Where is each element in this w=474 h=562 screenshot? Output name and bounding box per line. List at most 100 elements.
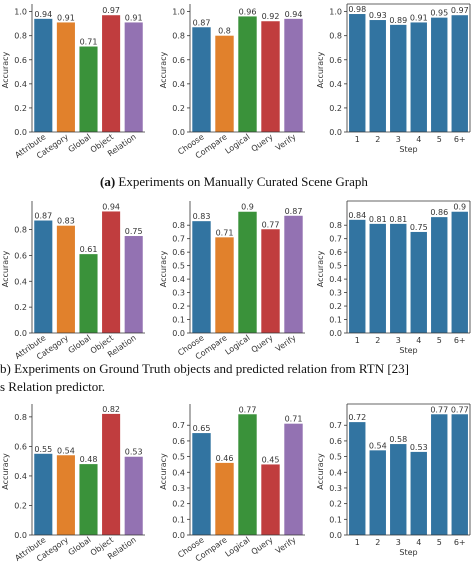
- bar: [215, 237, 234, 333]
- value-label: 0.54: [57, 446, 75, 455]
- value-label: 0.97: [451, 6, 469, 15]
- y-tick-label: 0.3: [172, 289, 185, 298]
- value-label: 0.77: [430, 405, 448, 414]
- y-tick-label: 0.7: [329, 235, 342, 244]
- y-axis-label: Accuracy: [159, 453, 168, 490]
- value-label: 0.84: [348, 211, 366, 220]
- value-label: 0.94: [285, 10, 303, 19]
- bar: [238, 16, 257, 132]
- bar: [215, 35, 234, 133]
- bar: [238, 211, 257, 333]
- value-label: 0.53: [125, 448, 143, 457]
- x-tick-label: 5: [437, 135, 442, 144]
- y-tick-label: 0.2: [14, 501, 27, 510]
- y-tick-label: 0.7: [172, 235, 185, 244]
- bar: [349, 219, 366, 333]
- bar: [102, 211, 121, 333]
- value-label: 0.9: [453, 203, 466, 212]
- value-label: 0.45: [262, 455, 280, 464]
- y-tick-label: 0.1: [329, 316, 342, 325]
- y-tick-label: 0.4: [14, 472, 27, 481]
- value-label: 0.77: [262, 220, 280, 229]
- x-tick-label: 4: [416, 336, 421, 345]
- value-label: 0.75: [125, 227, 143, 236]
- x-tick-label: 1: [355, 538, 360, 547]
- bar: [349, 14, 366, 133]
- x-tick-label: 5: [437, 538, 442, 547]
- value-label: 0.97: [102, 6, 120, 15]
- y-tick-label: 0.8: [329, 32, 342, 41]
- bar: [192, 221, 211, 333]
- y-tick-label: 0.3: [329, 289, 342, 298]
- bar: [261, 229, 280, 333]
- y-tick-label: 0.1: [172, 316, 185, 325]
- caption: s Relation predictor.: [0, 379, 105, 394]
- bar: [431, 17, 448, 133]
- bar: [369, 223, 386, 333]
- y-tick-label: 0.8: [172, 221, 185, 230]
- y-tick-label: 0.4: [172, 275, 185, 284]
- y-axis-label: Accuracy: [1, 51, 10, 88]
- value-label: 0.94: [102, 202, 120, 211]
- y-tick-label: 0.6: [14, 251, 27, 260]
- y-tick-label: 0.6: [14, 442, 27, 451]
- y-tick-label: 0.0: [329, 128, 342, 137]
- bar: [79, 254, 98, 333]
- y-tick-label: 0.2: [329, 500, 342, 509]
- value-label: 0.77: [451, 405, 469, 414]
- caption: (a) Experiments on Manually Curated Scen…: [100, 174, 368, 189]
- y-tick-label: 0.2: [329, 302, 342, 311]
- x-tick-label: Logical: [224, 333, 252, 356]
- y-tick-label: 0.4: [172, 80, 185, 89]
- y-tick-label: 0.0: [172, 329, 185, 338]
- y-tick-label: 0.5: [172, 262, 185, 271]
- value-label: 0.96: [239, 7, 257, 16]
- y-tick-label: 0.6: [172, 437, 185, 446]
- bar: [34, 453, 53, 535]
- y-tick-label: 0.6: [329, 248, 342, 257]
- value-label: 0.87: [193, 18, 211, 27]
- x-tick-label: 1: [355, 336, 360, 345]
- bar: [451, 15, 468, 133]
- y-tick-label: 0.4: [14, 277, 27, 286]
- y-tick-label: 0.6: [172, 56, 185, 65]
- y-tick-label: 0.6: [329, 56, 342, 65]
- value-label: 0.55: [34, 445, 52, 454]
- y-tick-label: 0.2: [14, 104, 27, 113]
- x-tick-label: Query: [250, 535, 275, 556]
- x-tick-label: 2: [375, 135, 380, 144]
- x-tick-label: 3: [396, 336, 401, 345]
- value-label: 0.71: [285, 415, 303, 424]
- x-tick-label: Global: [67, 333, 93, 355]
- value-label: 0.91: [57, 13, 75, 22]
- x-tick-label: 4: [416, 538, 421, 547]
- y-tick-label: 0.8: [14, 226, 27, 235]
- bar: [261, 21, 280, 132]
- bar: [390, 444, 407, 535]
- value-label: 0.81: [369, 215, 387, 224]
- x-axis-label: Step: [399, 145, 417, 154]
- bar: [34, 18, 53, 132]
- y-tick-label: 0.8: [329, 221, 342, 230]
- value-label: 0.87: [34, 212, 52, 221]
- x-tick-label: Global: [67, 132, 93, 154]
- bar: [284, 215, 303, 333]
- bar: [410, 451, 427, 535]
- x-axis-label: Step: [399, 548, 417, 557]
- bar: [431, 414, 448, 535]
- bar: [284, 18, 303, 132]
- y-tick-label: 0.5: [329, 262, 342, 271]
- y-tick-label: 0.2: [172, 500, 185, 509]
- caption: b) Experiments on Ground Truth objects a…: [0, 361, 409, 376]
- value-label: 0.72: [348, 413, 366, 422]
- bar: [390, 223, 407, 333]
- x-tick-label: 5: [437, 336, 442, 345]
- bar: [124, 236, 143, 333]
- value-label: 0.89: [389, 16, 407, 25]
- y-tick-label: 0.0: [14, 329, 27, 338]
- x-tick-label: 4: [416, 135, 421, 144]
- x-tick-label: Global: [67, 535, 93, 557]
- value-label: 0.94: [34, 10, 52, 19]
- value-label: 0.83: [57, 217, 75, 226]
- bar: [56, 22, 75, 132]
